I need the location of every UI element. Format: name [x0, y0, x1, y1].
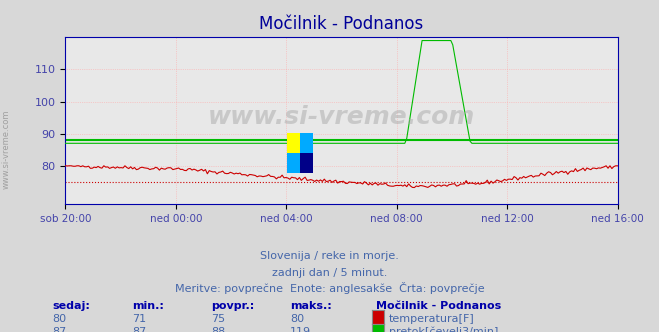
Text: temperatura[F]: temperatura[F]: [389, 314, 474, 324]
Text: sedaj:: sedaj:: [53, 301, 90, 311]
Text: zadnji dan / 5 minut.: zadnji dan / 5 minut.: [272, 268, 387, 278]
Text: 80: 80: [53, 314, 67, 324]
Text: 75: 75: [211, 314, 225, 324]
Bar: [300, 133, 313, 153]
Text: 87: 87: [132, 327, 146, 332]
Text: 88: 88: [211, 327, 225, 332]
Bar: [300, 153, 313, 173]
Text: www.si-vreme.com: www.si-vreme.com: [2, 110, 11, 189]
Title: Močilnik - Podnanos: Močilnik - Podnanos: [260, 15, 424, 33]
Text: Slovenija / reke in morje.: Slovenija / reke in morje.: [260, 251, 399, 261]
Text: 119: 119: [290, 327, 311, 332]
Bar: [287, 133, 300, 153]
Text: pretok[čevelj3/min]: pretok[čevelj3/min]: [389, 327, 498, 332]
Text: povpr.:: povpr.:: [211, 301, 254, 311]
Text: 71: 71: [132, 314, 146, 324]
Bar: [287, 153, 300, 173]
Text: 80: 80: [290, 314, 304, 324]
Text: Meritve: povprečne  Enote: anglesakšе  Črta: povprečje: Meritve: povprečne Enote: anglesakšе Črt…: [175, 282, 484, 294]
Text: Močilnik - Podnanos: Močilnik - Podnanos: [376, 301, 501, 311]
Text: min.:: min.:: [132, 301, 163, 311]
Text: 87: 87: [53, 327, 67, 332]
Text: www.si-vreme.com: www.si-vreme.com: [208, 106, 475, 129]
Text: maks.:: maks.:: [290, 301, 331, 311]
